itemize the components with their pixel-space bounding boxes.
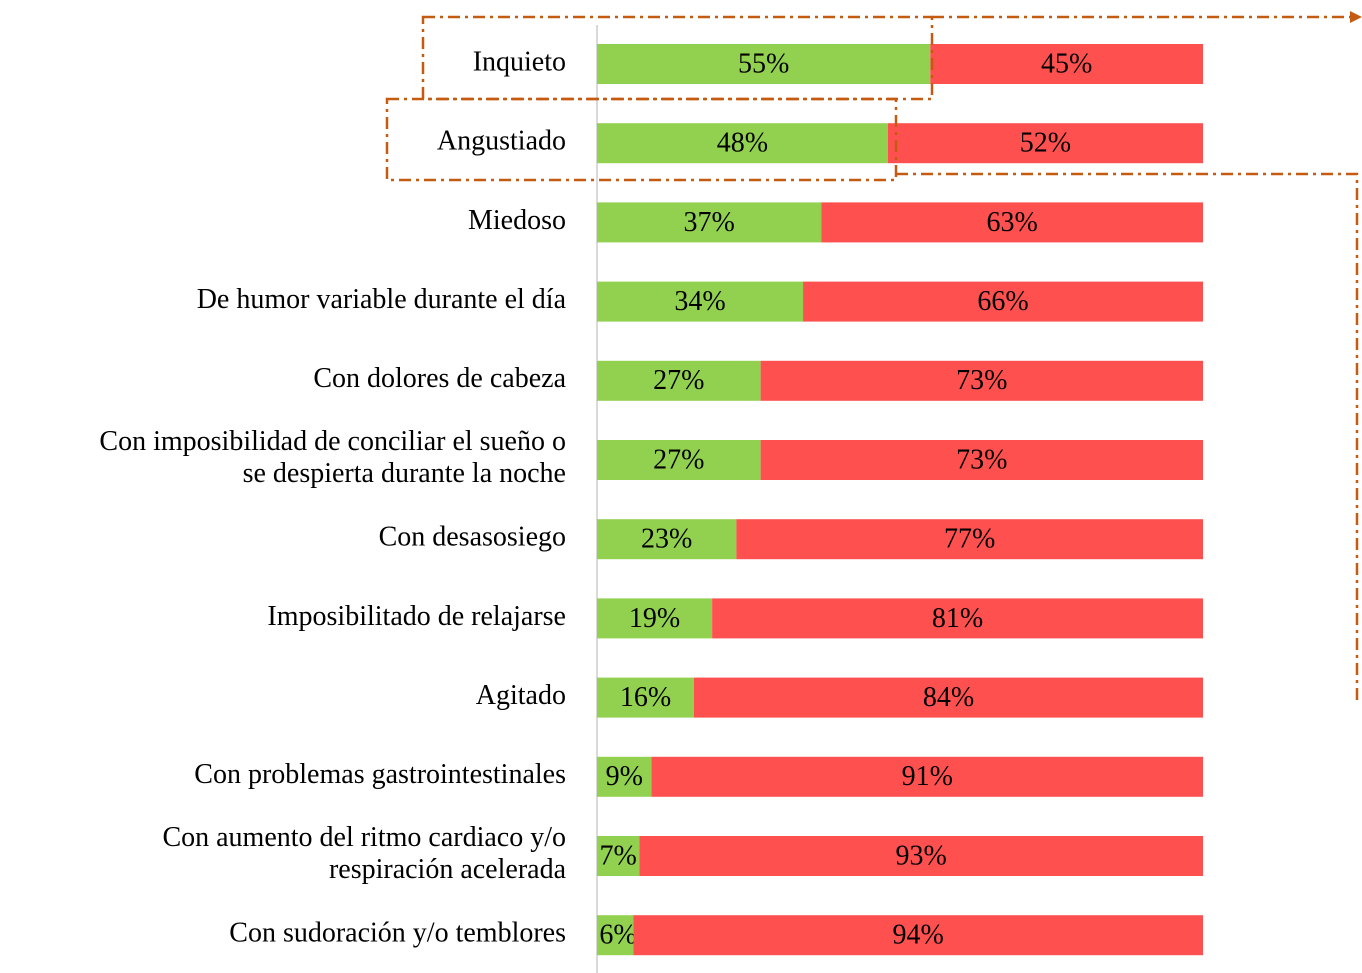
bar-segment [760,440,1203,480]
bar-segment [633,915,1203,956]
data-label: 93% [896,840,947,871]
bar-segment [821,202,1203,243]
bar-segment [887,123,1203,164]
data-label: 6% [599,920,636,951]
bar-segment [597,360,761,401]
bar-segment [597,123,888,164]
annotation [385,11,1362,700]
y-tick-label: Con aumento del ritmo cardiaco y/o respir… [162,822,566,885]
bar-segment [597,756,652,797]
bar-segment [597,281,804,322]
bar-segment [597,44,931,84]
y-tick-label: Angustiado [437,126,566,157]
y-tick-label: Con sudoración y/o temblores [229,918,566,949]
data-label: 63% [986,207,1037,238]
y-tick-label: Con problemas gastrointestinales [194,759,566,790]
bar-segment [803,281,1203,322]
data-label: 81% [932,603,983,634]
y-tick-label: Miedoso [468,205,566,236]
data-label: 66% [977,286,1028,317]
data-label: 19% [629,603,680,634]
y-tick-label: Con dolores de cabeza [313,363,566,394]
y-tick-label: De humor variable durante el día [197,284,567,315]
data-label: 34% [674,286,725,317]
data-label: 9% [606,761,643,792]
data-label: 77% [944,524,995,555]
data-label: 94% [893,920,944,951]
data-label: 16% [620,682,671,713]
bar-segment [597,202,822,243]
data-label: 84% [923,682,974,713]
y-tick-label: Imposibilitado de relajarse [267,601,566,632]
data-label: 7% [600,840,637,871]
y-tick-label: Con desasosiego [379,522,566,553]
bar-segment [597,598,713,639]
bar-segment [693,677,1203,718]
plot: Inquieto 55% 45% Angustiado 48% 52% Miedoso 37%… [99,44,1203,956]
bar-segment [651,756,1203,797]
bar-segment [597,836,640,876]
data-label: 48% [717,128,768,159]
data-label: 73% [956,444,1007,475]
bar-segment [712,598,1203,639]
data-label: 27% [653,444,704,475]
bar-segment [639,836,1203,876]
data-label: 91% [902,761,953,792]
bar-segment [760,360,1203,401]
bar-segment [736,519,1203,560]
data-label: 73% [956,365,1007,396]
bar-segment [597,440,761,480]
data-label: 45% [1041,48,1092,79]
data-label: 37% [683,207,734,238]
data-label: 55% [738,48,789,79]
y-tick-label: Con imposibilidad de conciliar el sueño … [99,426,566,489]
bar-segment [930,44,1203,84]
bar-segment [597,915,634,956]
y-tick-label: Inquieto [473,46,566,77]
bar-segment [597,677,694,718]
bar-segment [597,519,737,560]
data-label: 27% [653,365,704,396]
y-tick-label: Agitado [476,680,566,711]
data-label: 52% [1020,128,1071,159]
data-label: 23% [641,524,692,555]
